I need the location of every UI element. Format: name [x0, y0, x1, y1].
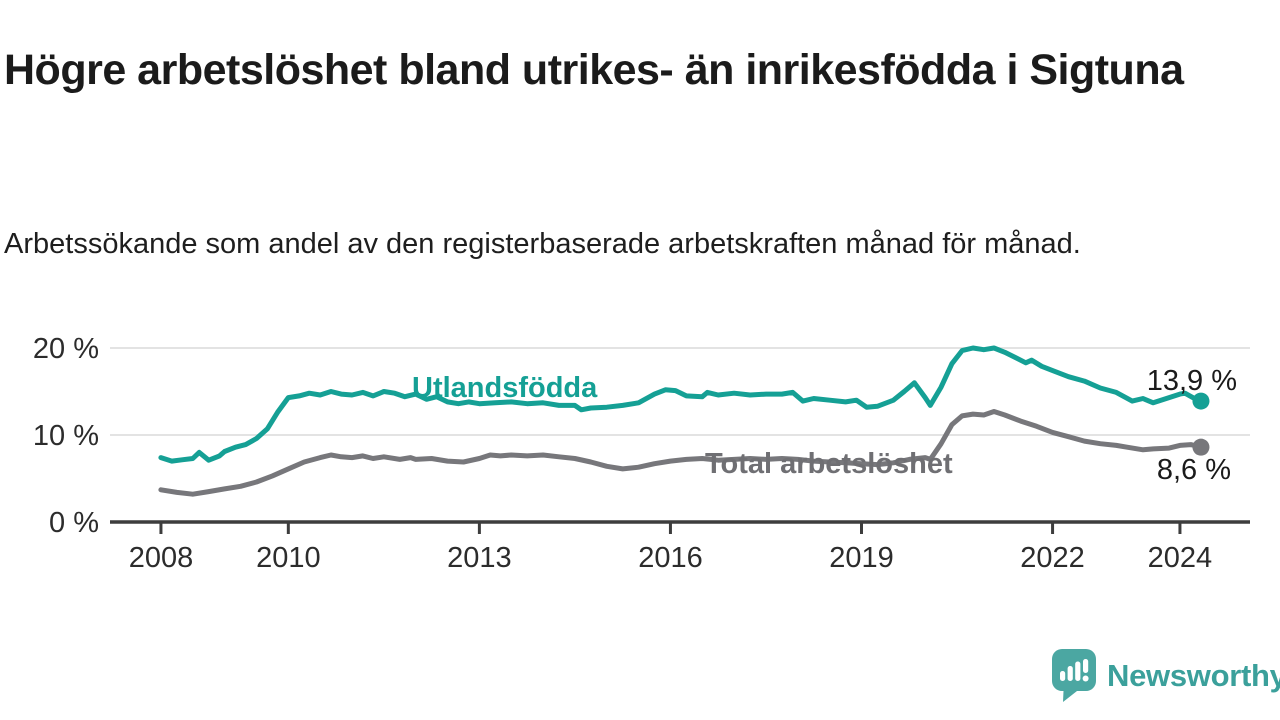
x-tick-label: 2010: [256, 542, 321, 574]
end-value-label-utlandsfodda: 13,9 %: [1147, 365, 1237, 397]
series-end-dot-total: [1192, 438, 1210, 456]
y-tick-label: 0 %: [49, 507, 99, 539]
x-tick-label: 2013: [447, 542, 512, 574]
newsworthy-wordmark: Newsworthy: [1107, 658, 1280, 693]
series-end-dot-utlandsfodda: [1192, 392, 1210, 410]
page-title: Högre arbetslöshet bland utrikes- än inr…: [4, 45, 1184, 94]
series-line-total: [158, 409, 1204, 497]
chart-subtitle: Arbetssökande som andel av den registerb…: [4, 228, 1081, 260]
newsworthy-logo[interactable]: Newsworthy: [1050, 646, 1280, 706]
line-chart: 0 % 10 % 20 % 2008 2010 2013 2016 2019 2022 2024 …: [0, 320, 1280, 585]
chart-generated-layer: 0 % 10 % 20 % 2008 2010 2013 2016 2019 2022 2024: [33, 333, 1250, 574]
x-tick-label: 2008: [129, 542, 194, 574]
series-line-utlandsfodda: [158, 345, 1204, 464]
y-tick-label: 10 %: [33, 420, 99, 452]
y-tick-label: 20 %: [33, 333, 99, 365]
x-tick-label: 2022: [1020, 542, 1085, 574]
chart-canvas: 0 %10 %20 %2008 2010 2013 2016 2019 2022 2024 …: [33, 333, 1250, 574]
x-tick-label: 2016: [638, 542, 703, 574]
x-tick-label: 2019: [829, 542, 894, 574]
end-value-label-total: 8,6 %: [1157, 454, 1231, 486]
x-tick-label: 2024: [1148, 542, 1213, 574]
newsworthy-logo-icon: [1052, 649, 1096, 702]
series-label-utlandsfodda: Utlandsfödda: [412, 372, 598, 404]
series-label-total-arbetsloshet: Total arbetslöshet: [705, 448, 953, 480]
